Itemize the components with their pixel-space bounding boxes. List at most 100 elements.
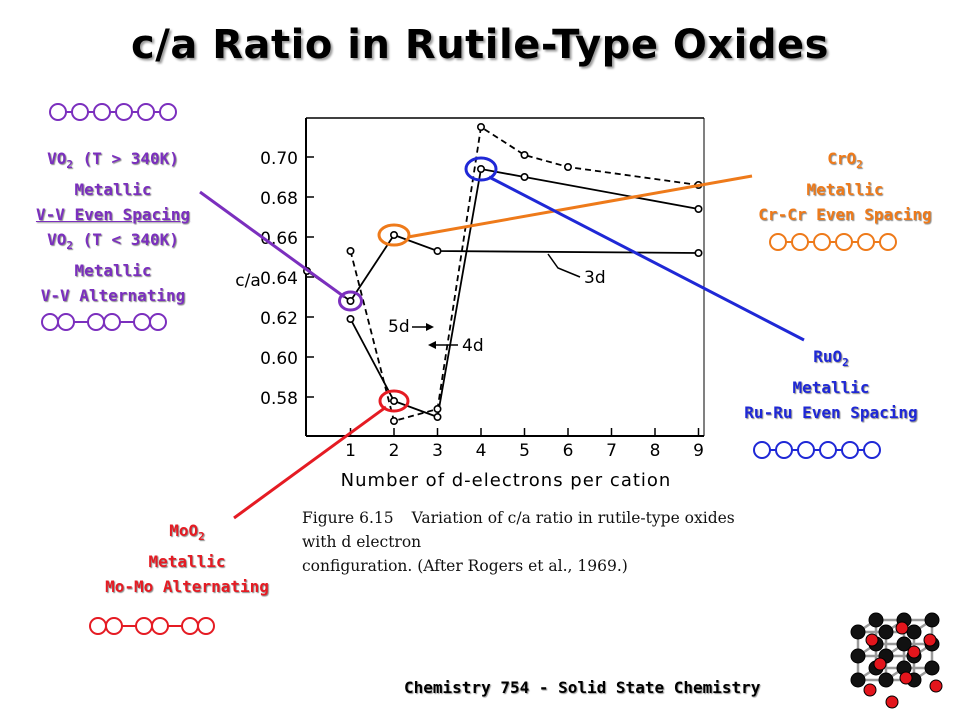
x-tick-label: 8 [650,441,661,461]
cro2-even-chain-atom [791,233,809,251]
data-point-4d [520,173,529,182]
vo2-even-chain-atom [115,103,133,121]
cro2-annotation: CrO2 Metallic Cr-Cr Even Spacing [740,146,950,227]
oxygen-atom [895,621,909,635]
y-tick-label: 0.58 [260,389,298,409]
ruo2-even-chain-atom [841,441,859,459]
data-point-3d [694,249,703,258]
ruo2-state: Metallic [792,378,870,398]
cro2-even-chain-atom [857,233,875,251]
vo2-highlight-ellipse [338,290,363,312]
vo2-even-chain-atom [71,103,89,121]
series-label-5d-arrow [426,323,434,331]
cro2-highlight-ellipse [377,223,411,247]
moo2-formula: MoO2 [169,521,205,544]
moo2-highlight-ellipse [378,389,410,413]
moo2-alternating-chain-atom [181,617,199,635]
vo2-alternating-chain-atom [133,313,151,331]
oxygen-atom [863,683,877,697]
ruo2-even-chain [753,441,881,459]
y-tick-label: 0.60 [260,349,298,369]
vo2-even-chain [49,103,177,121]
metal-atom [878,672,894,688]
vo2-low-temp-formula: VO2 (T < 340K) [47,230,179,253]
data-point-5d [476,123,485,132]
vo2-callout-line [199,190,346,299]
metal-atom [868,612,884,628]
cro2-state: Metallic [806,180,884,200]
x-tick-label: 3 [432,441,443,461]
ruo2-formula: RuO2 [813,347,849,370]
oxygen-atom [929,679,943,693]
y-tick-label: 0.62 [260,309,298,329]
series-label-5d: 5d [388,317,410,337]
data-point-4d [476,165,485,174]
vo2-even-chain-atom [93,103,111,121]
vo2-alternating-chain-atom [149,313,167,331]
y-tick-label: 0.64 [260,269,298,289]
series-label-4d-arrow [428,341,436,349]
vo2-high-temp-spacing: V-V Even Spacing [35,205,191,225]
slide-title: c/a Ratio in Rutile-Type Oxides [131,22,829,68]
ruo2-annotation: RuO2 Metallic Ru-Ru Even Spacing [716,344,946,425]
vo2-annotation: VO2 (T > 340K) Metallic V-V Even Spacing… [18,146,208,308]
metal-atom [924,612,940,628]
data-point-5d [563,163,572,172]
ruo2-even-chain-atom [797,441,815,459]
data-point-5d [346,247,355,256]
ruo2-even-chain-atom [863,441,881,459]
data-point-3d [433,247,442,256]
series-line-5d [349,125,699,423]
moo2-alternating-chain-atom [105,617,123,635]
ruo2-spacing: Ru-Ru Even Spacing [744,403,918,423]
data-point-4d [389,396,398,405]
ruo2-highlight-ellipse [464,156,498,182]
metal-atom [906,624,922,640]
y-tick-label: 0.68 [260,189,298,209]
vo2-alternating-chain-atom [87,313,105,331]
data-point-4d [346,314,355,323]
oxygen-atom [873,657,887,671]
series-line-3d [306,233,699,303]
moo2-alternating-chain-atom [89,617,107,635]
series-line-4d [349,167,699,419]
oxygen-atom [885,695,899,709]
ruo2-even-chain-atom [819,441,837,459]
series-label-4d: 4d [462,336,484,356]
oxygen-atom [923,633,937,647]
metal-atom [896,636,912,652]
data-point-5d [433,404,442,413]
data-point-5d [520,151,529,160]
x-tick-label: 9 [693,441,704,461]
cro2-spacing: Cr-Cr Even Spacing [758,205,932,225]
moo2-alternating-chain-atom [135,617,153,635]
footer: Chemistry 754 - Solid State Chemistry [404,678,761,697]
ruo2-callout-line [488,175,805,342]
cro2-even-chain [769,233,897,251]
y-axis-label: c/a [235,271,261,291]
metal-atom [878,624,894,640]
cro2-callout-line [407,174,753,239]
x-tick-label: 2 [389,441,400,461]
cro2-formula: CrO2 [827,149,863,172]
oxygen-atom [865,633,879,647]
moo2-alternating-chain-atom [197,617,215,635]
data-point-3d [346,296,355,305]
vo2-alternating-chain-atom [103,313,121,331]
cro2-even-chain-atom [769,233,787,251]
caption-line-1: Variation of c/a ratio in rutile-type ox… [302,509,735,551]
data-point-3d [389,231,398,240]
moo2-callout-line [233,405,387,520]
y-tick-label: 0.70 [260,149,298,169]
vo2-low-temp-state: Metallic [74,261,152,281]
moo2-annotation: MoO2 Metallic Mo-Mo Alternating [52,518,322,599]
moo2-state: Metallic [148,552,226,572]
vo2-alternating-chain-atom [57,313,75,331]
vo2-even-chain-atom [159,103,177,121]
rutile-crystal-model [850,612,943,709]
moo2-alternating-chain [89,617,215,635]
vo2-low-temp-spacing: V-V Alternating [40,286,186,306]
cro2-even-chain-atom [813,233,831,251]
oxygen-atom [907,645,921,659]
